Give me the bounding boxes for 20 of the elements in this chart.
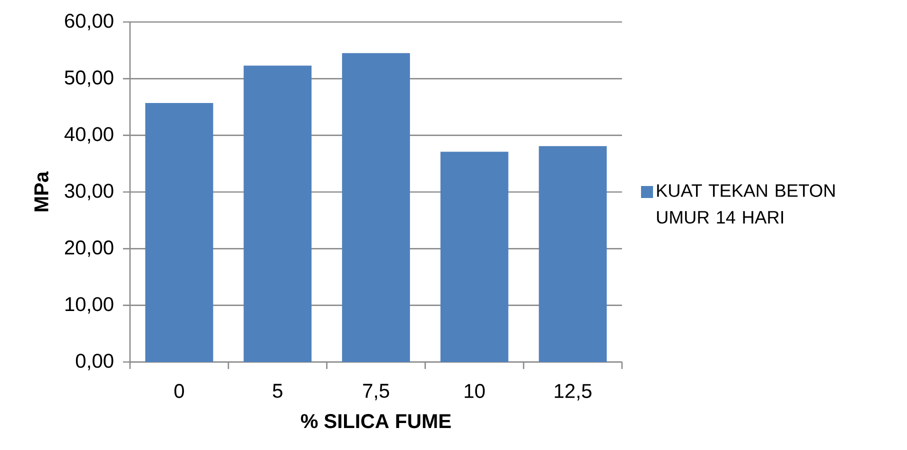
y-tick-label: 50,00 (64, 70, 114, 87)
x-tick-label: 5 (272, 384, 282, 398)
y-axis-title: MPa (34, 171, 48, 212)
y-tick-label: 40,00 (64, 127, 114, 144)
bar (145, 103, 214, 362)
y-tick-label: 0,00 (76, 354, 114, 370)
bar (342, 53, 410, 362)
bar (440, 152, 508, 362)
y-tick-label: 60,00 (65, 14, 114, 30)
y-tick-label: 30,00 (64, 184, 114, 200)
y-tick-label: 20,00 (65, 240, 114, 257)
legend-label: KUAT TEKAN BETON UMUR 14 HARI (657, 184, 835, 224)
x-axis-title: % SILICA FUME (300, 414, 451, 428)
x-tick-label: 12,5 (554, 384, 592, 400)
x-tick-label: 0 (174, 384, 184, 398)
y-tick-label: 10,00 (66, 297, 114, 314)
x-tick-label: 10 (464, 384, 485, 398)
x-tick-label: 7,5 (363, 384, 390, 400)
bar (538, 146, 607, 362)
bar (244, 66, 312, 362)
